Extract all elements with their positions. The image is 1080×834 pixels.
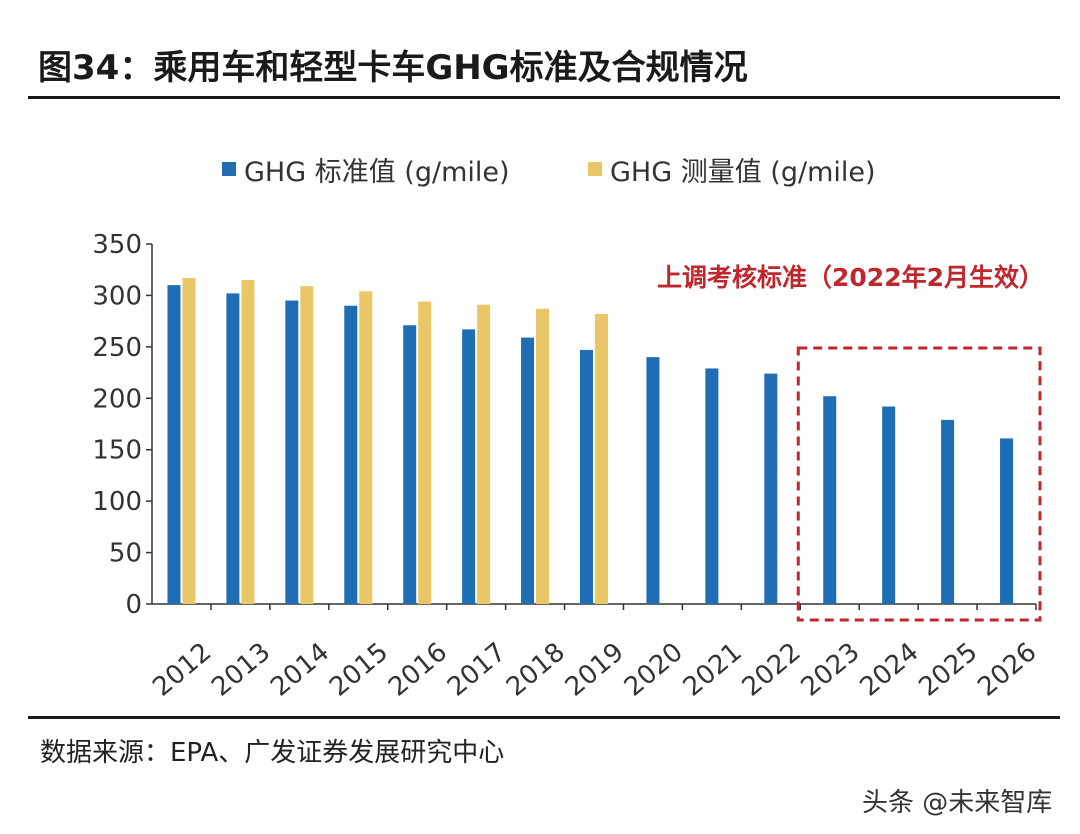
x-tick-label: 2016 (383, 637, 453, 703)
bar-measured-2014 (300, 286, 314, 604)
bar-measured-2015 (359, 291, 373, 604)
x-tick-label: 2020 (619, 637, 689, 703)
y-tick-label: 250 (92, 333, 142, 363)
y-tick-label: 50 (109, 539, 142, 569)
x-tick-label: 2024 (855, 637, 925, 703)
source-note: 数据来源：EPA、广发证券发展研究中心 (40, 738, 505, 768)
x-tick-label: 2014 (265, 637, 335, 703)
bottom-rule (28, 716, 1060, 719)
x-tick-label: 2022 (737, 637, 807, 703)
bar-measured-2017 (477, 304, 491, 604)
y-tick-label: 0 (125, 590, 142, 620)
bar-standard-2014 (285, 300, 299, 604)
watermark: 头条 @未来智库 (862, 788, 1053, 818)
annotation-box (796, 346, 1042, 622)
bar-standard-2012 (167, 285, 181, 604)
y-tick-label: 300 (92, 281, 142, 311)
bar-standard-2016 (403, 325, 417, 604)
bar-standard-2015 (344, 305, 358, 604)
bar-standard-2025 (941, 419, 955, 604)
x-tick-label: 2017 (442, 637, 512, 703)
bar-standard-2023 (823, 396, 837, 604)
bar-standard-2021 (705, 368, 719, 604)
bars (167, 277, 1014, 604)
annotation-text: 上调考核标准（2022年2月生效） (657, 263, 1044, 292)
y-tick-label: 200 (92, 384, 142, 414)
y-tick-label: 350 (92, 230, 142, 260)
x-tick-label: 2025 (913, 637, 983, 703)
x-tick-label: 2023 (796, 637, 866, 703)
top-rule (28, 96, 1060, 99)
bar-standard-2019 (580, 349, 593, 604)
y-tick-label: 150 (92, 436, 142, 466)
bar-measured-2012 (182, 277, 196, 604)
bar-standard-2013 (226, 293, 240, 604)
bar-standard-2024 (882, 406, 896, 604)
y-tick-label: 100 (92, 487, 142, 517)
x-tick-label: 2018 (501, 637, 571, 703)
legend-label-0: GHG 标准值 (g/mile) (244, 157, 510, 188)
bar-standard-2020 (646, 357, 660, 604)
bar-measured-2016 (418, 301, 432, 604)
y-axis: 0 50 100 150 200 250 300 350 (92, 230, 153, 620)
x-tick-label: 2021 (678, 637, 748, 703)
bar-standard-2026 (1000, 438, 1014, 604)
chart-title: 图34：乘用车和轻型卡车GHG标准及合规情况 (38, 48, 748, 88)
legend-swatch-1 (588, 162, 602, 176)
bar-standard-2022 (764, 373, 778, 604)
x-tick-label: 2026 (972, 637, 1042, 703)
x-tick-label: 2013 (206, 637, 276, 703)
x-tick-label: 2015 (324, 637, 394, 703)
legend-swatch-0 (222, 162, 236, 176)
legend-label-1: GHG 测量值 (g/mile) (610, 157, 876, 188)
x-tick-label: 2019 (560, 637, 630, 703)
bar-measured-2019 (595, 313, 608, 604)
legend: GHG 标准值 (g/mile) GHG 测量值 (g/mile) (222, 157, 876, 188)
bar-measured-2013 (241, 280, 255, 604)
x-tick-label: 2012 (147, 637, 217, 703)
bar-measured-2018 (536, 308, 550, 604)
annotation: 上调考核标准（2022年2月生效） (657, 263, 1044, 622)
bar-standard-2018 (521, 337, 535, 604)
bar-standard-2017 (462, 329, 476, 604)
